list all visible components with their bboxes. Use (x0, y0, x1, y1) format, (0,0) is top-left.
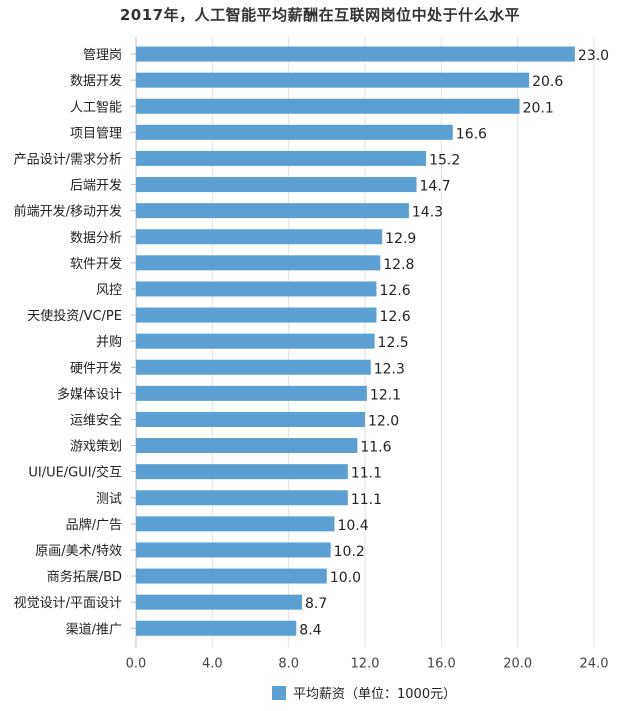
value-label: 20.1 (523, 100, 554, 116)
value-label: 12.1 (370, 387, 401, 403)
x-tick-label: 0.0 (126, 656, 147, 671)
bar (136, 177, 417, 193)
x-tick-label: 8.0 (278, 656, 299, 671)
bar (136, 72, 530, 88)
chart-title: 2017年，人工智能平均薪酬在互联网岗位中处于什么水平 (119, 6, 521, 24)
value-label: 8.4 (299, 622, 321, 638)
bar (136, 542, 331, 558)
category-label: 多媒体设计 (57, 386, 122, 402)
bar (136, 150, 427, 166)
category-label: 风控 (96, 283, 122, 298)
x-tick-label: 12.0 (351, 656, 380, 671)
legend-label: 平均薪资（单位：1000元） (293, 687, 456, 702)
value-label: 20.6 (532, 74, 563, 90)
category-label: 天使投资/VC/PE (27, 308, 122, 324)
value-label: 12.0 (368, 413, 399, 429)
value-label: 23.0 (578, 48, 609, 64)
bar (136, 307, 377, 323)
value-label: 8.7 (305, 596, 327, 612)
category-label: 渠道/推广 (66, 622, 122, 637)
category-label: 项目管理 (70, 126, 122, 141)
bar (136, 385, 367, 401)
value-label: 15.2 (429, 152, 460, 168)
category-label: 前端开发/移动开发 (14, 204, 122, 220)
category-label: 人工智能 (70, 100, 122, 115)
category-label: 商务拓展/BD (47, 569, 122, 585)
bar (136, 333, 375, 349)
bar (136, 464, 348, 480)
value-label: 11.6 (360, 440, 391, 456)
bar (136, 620, 297, 636)
value-label: 16.6 (456, 126, 487, 142)
category-label: 运维安全 (70, 412, 122, 428)
x-tick-label: 20.0 (503, 656, 532, 671)
bar (136, 490, 348, 506)
value-label: 14.3 (412, 205, 443, 221)
category-label: 产品设计/需求分析 (14, 152, 122, 167)
bar (136, 594, 303, 610)
bar (136, 438, 358, 454)
value-label: 10.2 (334, 544, 365, 560)
value-label: 12.3 (374, 361, 405, 377)
bar (136, 281, 377, 297)
bar (136, 203, 409, 219)
value-label: 14.7 (420, 179, 451, 195)
category-label: 游戏策划 (70, 439, 122, 455)
value-label: 12.6 (379, 283, 410, 299)
bar (136, 229, 383, 245)
category-label: 后端开发 (70, 178, 122, 194)
category-label: 硬件开发 (70, 360, 122, 376)
bar (136, 46, 575, 62)
bar (136, 359, 371, 375)
value-label: 12.5 (378, 335, 409, 351)
category-label: 测试 (96, 492, 122, 507)
value-label: 12.9 (385, 231, 416, 247)
category-label: 视觉设计/平面设计 (14, 596, 122, 611)
value-label: 10.0 (330, 570, 361, 586)
bar (136, 124, 453, 140)
legend-swatch (272, 686, 286, 700)
bar (136, 255, 381, 271)
category-label: 管理岗 (83, 48, 122, 63)
category-label: 数据开发 (70, 73, 122, 89)
category-label: 软件开发 (70, 256, 122, 272)
category-label: 数据分析 (70, 231, 122, 246)
value-label: 12.6 (379, 309, 410, 325)
category-label: UI/UE/GUI/交互 (28, 465, 122, 481)
value-label: 11.1 (351, 466, 382, 482)
value-label: 11.1 (351, 492, 382, 508)
bar (136, 568, 327, 584)
category-label: 原画/美术/特效 (35, 544, 122, 559)
bar (136, 516, 335, 532)
value-label: 12.8 (383, 257, 414, 273)
category-label: 品牌/广告 (66, 517, 122, 533)
value-label: 10.4 (337, 518, 368, 534)
category-label: 并购 (96, 334, 122, 350)
x-tick-label: 16.0 (427, 656, 456, 671)
bar (136, 98, 520, 114)
x-tick-label: 4.0 (202, 656, 223, 671)
bar (136, 411, 365, 427)
x-tick-label: 24.0 (580, 656, 609, 671)
